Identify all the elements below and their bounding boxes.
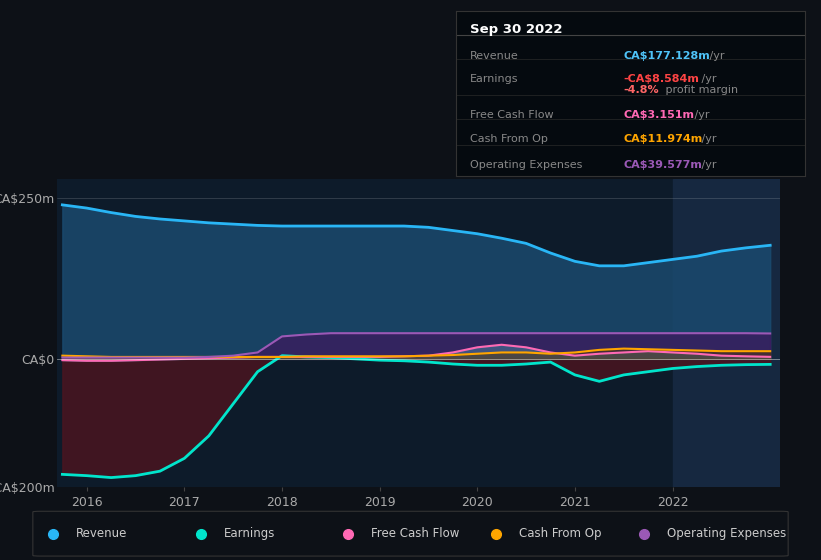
- Text: -CA$8.584m: -CA$8.584m: [623, 74, 699, 84]
- Text: Earnings: Earnings: [470, 74, 518, 84]
- Text: profit margin: profit margin: [662, 85, 737, 95]
- Text: -4.8%: -4.8%: [623, 85, 658, 95]
- Text: Revenue: Revenue: [76, 527, 127, 540]
- Text: CA$177.128m: CA$177.128m: [623, 51, 710, 61]
- Text: Earnings: Earnings: [223, 527, 275, 540]
- Text: /yr: /yr: [698, 74, 717, 84]
- Text: Operating Expenses: Operating Expenses: [667, 527, 787, 540]
- Text: Free Cash Flow: Free Cash Flow: [470, 110, 553, 120]
- Text: /yr: /yr: [698, 134, 717, 144]
- Text: Revenue: Revenue: [470, 51, 518, 61]
- Text: /yr: /yr: [706, 51, 724, 61]
- Text: CA$39.577m: CA$39.577m: [623, 160, 702, 170]
- Text: Cash From Op: Cash From Op: [470, 134, 548, 144]
- Text: CA$11.974m: CA$11.974m: [623, 134, 703, 144]
- Text: /yr: /yr: [690, 110, 709, 120]
- Text: Sep 30 2022: Sep 30 2022: [470, 23, 562, 36]
- Text: CA$3.151m: CA$3.151m: [623, 110, 694, 120]
- Text: Free Cash Flow: Free Cash Flow: [371, 527, 460, 540]
- Text: Operating Expenses: Operating Expenses: [470, 160, 582, 170]
- Text: /yr: /yr: [698, 160, 717, 170]
- FancyBboxPatch shape: [33, 511, 788, 556]
- Text: Cash From Op: Cash From Op: [519, 527, 602, 540]
- Bar: [672, 179, 780, 487]
